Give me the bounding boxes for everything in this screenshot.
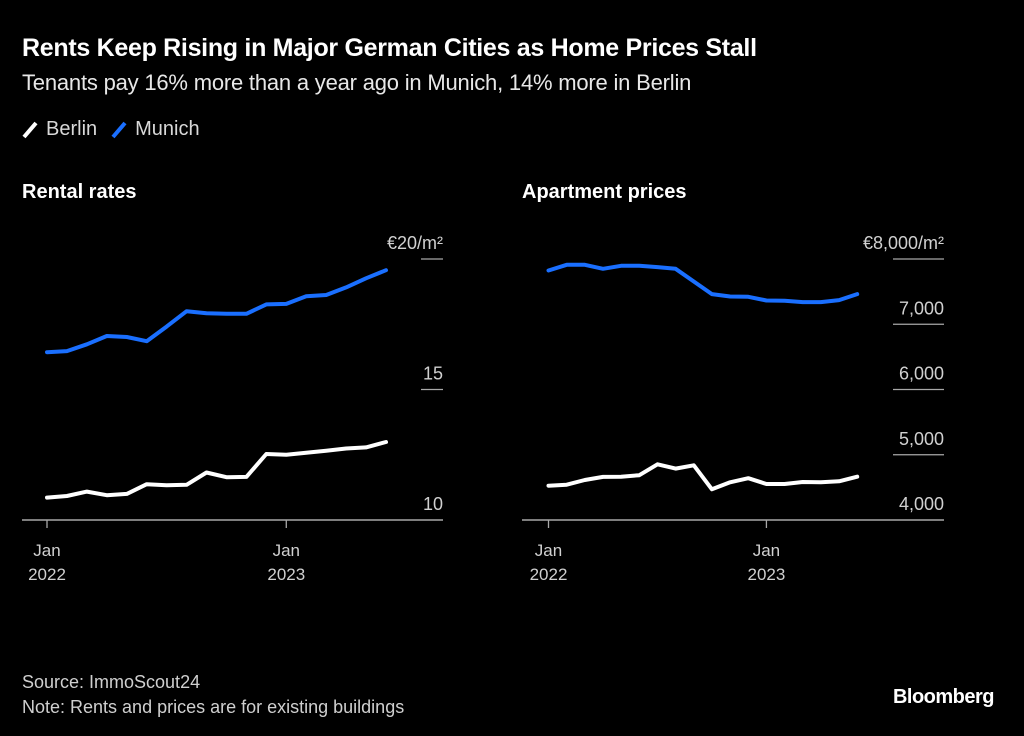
apartment-xtick-label: 2023 (748, 565, 786, 584)
apartment-xtick-label: Jan (535, 541, 562, 560)
chart-subtitle: Tenants pay 16% more than a year ago in … (22, 70, 692, 95)
apartment-xtick-label: Jan (753, 541, 780, 560)
apartment-ytick-label: 5,000 (899, 429, 944, 449)
bloomberg-logo: Bloomberg (892, 686, 995, 708)
legend-item-berlin: Berlin (22, 118, 97, 141)
legend-label-munich: Munich (135, 118, 200, 140)
rental-series-berlin (45, 440, 388, 500)
rental-xtick-label: Jan (273, 541, 300, 560)
apartment-ytick-label: 7,000 (899, 298, 944, 318)
rental-ytick-label: €20/m² (387, 233, 443, 253)
apartment-ytick-label: €8,000/m² (863, 233, 944, 253)
rental-ytick-label: 15 (423, 364, 443, 384)
source-note: Source: ImmoScout24 (22, 672, 201, 692)
legend-label-berlin: Berlin (46, 118, 98, 140)
berlin-line-icon (22, 121, 38, 138)
footnote: Note: Rents and prices are for existing … (22, 697, 405, 717)
apartment-series-berlin (546, 462, 860, 492)
apartment-series-munich (546, 262, 860, 305)
rental-xtick-label: 2023 (267, 565, 305, 584)
rental-xtick-label: 2022 (28, 565, 66, 584)
chart-title: Rents Keep Rising in Major German Cities… (22, 34, 757, 62)
apartment-xtick-label: 2022 (530, 565, 568, 584)
apartment-ytick-label: 6,000 (899, 364, 944, 384)
rental-series-munich (45, 268, 388, 355)
panel-title-rental-rates: Rental rates (22, 181, 137, 203)
legend-item-munich: Munich (111, 118, 200, 141)
panel-title-apartment-prices: Apartment prices (522, 181, 687, 203)
footer: Source: ImmoScout24 Note: Rents and pric… (22, 670, 404, 720)
rental-xtick-label: Jan (33, 541, 60, 560)
apartment-ytick-label: 4,000 (899, 494, 944, 514)
rental-ytick-label: 10 (423, 494, 443, 514)
munich-line-icon (111, 121, 127, 138)
legend: Berlin Munich (22, 118, 214, 141)
